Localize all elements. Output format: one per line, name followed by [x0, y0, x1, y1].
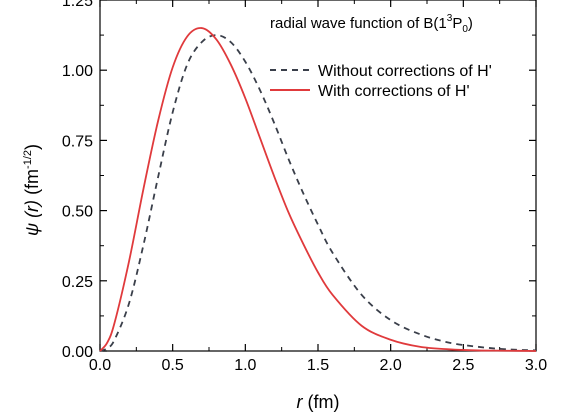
legend-label-with: With corrections of H': [318, 83, 470, 100]
y-tick-label: 0.50: [62, 204, 93, 221]
chart-annotation: radial wave function of B(13P0): [270, 13, 473, 35]
y-tick-label: 1.00: [62, 63, 93, 80]
x-tick-label: 1.5: [307, 357, 329, 374]
axis-ticks: [99, 0, 537, 352]
y-axis-label: ψ (r) (fm-1/2): [22, 144, 42, 236]
series-line-without-corrections: [99, 34, 537, 352]
legend-label-without: Without corrections of H': [318, 63, 492, 80]
x-tick-label: 2.0: [380, 357, 402, 374]
x-tick-label: 0.5: [162, 357, 184, 374]
x-tick-label: 0.0: [89, 357, 111, 374]
x-tick-label: 2.5: [452, 357, 474, 374]
plot-frame: [99, 0, 537, 352]
y-tick-label: 0.25: [62, 274, 93, 291]
x-axis-label: r (fm): [297, 392, 340, 412]
x-tick-label: 1.0: [234, 357, 256, 374]
y-tick-label: 0.75: [62, 133, 93, 150]
tick-labels: 0.0 0.5 1.0 1.5 2.0 2.5 3.0 0.00 0.25 0.50 0.75 1.0…: [62, 0, 547, 374]
y-tick-label: 1.25: [62, 0, 93, 10]
series-layer: [99, 27, 537, 352]
legend: Without corrections of H' With correctio…: [270, 63, 492, 100]
y-tick-label: 0.00: [62, 344, 93, 361]
x-tick-label: 3.0: [525, 357, 547, 374]
series-line-with-corrections: [99, 27, 537, 352]
